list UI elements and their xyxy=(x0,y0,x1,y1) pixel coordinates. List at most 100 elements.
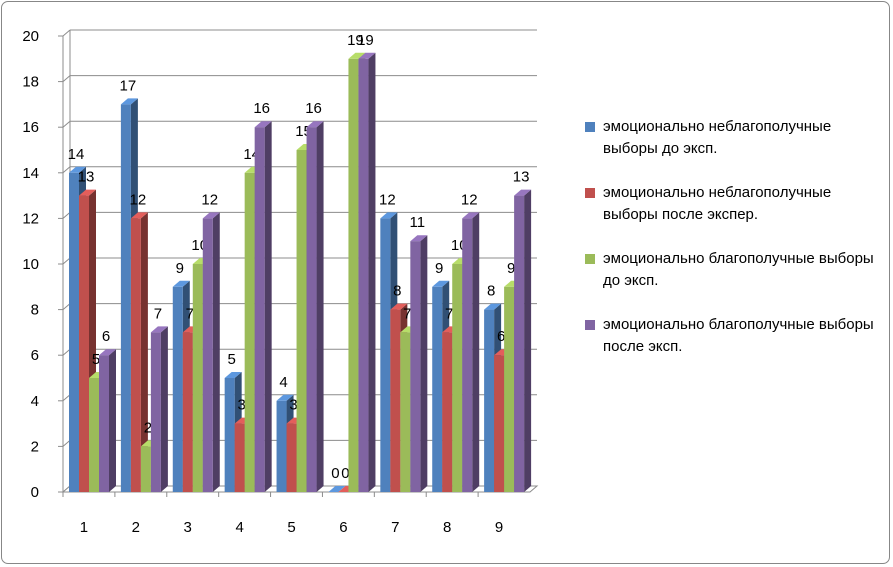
bar-top-s2-c7 xyxy=(390,303,408,310)
y-tick-label: 16 xyxy=(22,119,39,136)
legend: эмоционально неблагополучные выборы до э… xyxy=(585,116,885,380)
x-tick-label: 9 xyxy=(495,519,503,536)
data-label-s3-c9: 9 xyxy=(507,260,515,277)
bar-s2-c9 xyxy=(494,355,505,492)
bar-s2-c7 xyxy=(390,309,401,492)
data-label-s4-c8: 12 xyxy=(461,191,478,208)
bar-s1-c7 xyxy=(380,218,391,492)
bar-s1-c9 xyxy=(484,309,495,492)
bar-top-s3-c6 xyxy=(348,52,366,59)
data-label-s4-c4: 16 xyxy=(253,100,270,117)
data-label-s1-c8: 9 xyxy=(435,260,443,277)
y-tick-label: 12 xyxy=(22,210,39,227)
bar-top-s2-c2 xyxy=(130,212,148,219)
legend-item-series-2: эмоционально неблагополучные выборы посл… xyxy=(585,182,885,226)
bar-top-s1-c6 xyxy=(328,486,346,492)
x-tick-label: 4 xyxy=(235,519,243,536)
data-label-s4-c9: 13 xyxy=(513,169,530,186)
data-label-s3-c7: 7 xyxy=(403,305,411,322)
data-label-s4-c6: 19 xyxy=(357,32,374,49)
data-label-s4-c1: 6 xyxy=(102,328,110,345)
bar-s3-c9 xyxy=(504,286,515,492)
bar-side-s4-c9 xyxy=(524,189,532,492)
bar-top-s4-c2 xyxy=(150,326,168,333)
y-tick-label: 4 xyxy=(31,393,39,410)
data-label-s2-c5: 3 xyxy=(289,397,297,414)
bar-s4-c9 xyxy=(514,195,525,492)
data-label-s2-c1: 13 xyxy=(78,169,95,186)
bar-top-s4-c7 xyxy=(410,235,428,242)
bar-top-s1-c9 xyxy=(484,303,502,310)
x-tick-label: 1 xyxy=(80,519,88,536)
y-tick-label: 10 xyxy=(22,256,39,273)
bar-s3-c6 xyxy=(348,58,359,493)
x-tick-label: 5 xyxy=(287,519,295,536)
bar-top-s1-c5 xyxy=(276,394,294,401)
bar-s1-c8 xyxy=(432,286,443,492)
bar-top-s4-c5 xyxy=(306,121,324,128)
bar-top-s4-c3 xyxy=(202,212,220,219)
data-label-s2-c4: 3 xyxy=(237,397,245,414)
bar-s4-c2 xyxy=(150,332,161,492)
x-tick-label: 3 xyxy=(184,519,192,536)
bar-top-s4-c4 xyxy=(254,121,272,128)
data-label-s1-c2: 17 xyxy=(120,77,137,94)
bar-side-s4-c6 xyxy=(368,52,376,493)
y-tick-label: 2 xyxy=(31,438,39,455)
bar-s3-c7 xyxy=(400,332,411,492)
y-tick-label: 20 xyxy=(22,28,39,45)
bar-s3-c5 xyxy=(296,150,307,492)
x-tick-label: 6 xyxy=(339,519,347,536)
data-label-s1-c9: 8 xyxy=(487,283,495,300)
data-label-s4-c7: 11 xyxy=(410,214,426,231)
gridline-depth xyxy=(62,166,71,174)
bar-s2-c3 xyxy=(182,332,193,492)
legend-swatch-series-3 xyxy=(585,254,595,264)
legend-item-series-4: эмоционально благополучные выборы после … xyxy=(585,314,885,358)
legend-swatch-series-1 xyxy=(585,122,595,132)
gridline-depth xyxy=(62,348,71,356)
gridline-depth xyxy=(62,440,71,447)
x-tick-label: 8 xyxy=(443,519,451,536)
bar-s1-c4 xyxy=(224,378,235,492)
data-label-s4-c2: 7 xyxy=(154,305,162,322)
y-tick-label: 8 xyxy=(31,302,39,319)
legend-item-series-1: эмоционально неблагополучные выборы до э… xyxy=(585,116,885,160)
bar-s1-c3 xyxy=(172,286,183,492)
data-label-s4-c3: 12 xyxy=(201,191,218,208)
legend-item-series-3: эмоционально благополучные выборы до экс… xyxy=(585,248,885,292)
gridline-depth xyxy=(62,120,71,128)
bar-s4-c8 xyxy=(462,218,473,492)
gridline-depth xyxy=(62,29,71,37)
legend-label-series-3: эмоционально благополучные выборы до экс… xyxy=(603,250,874,289)
data-label-s1-c7: 12 xyxy=(379,191,396,208)
gridline-depth xyxy=(62,212,71,219)
bar-top-s4-c9 xyxy=(514,189,532,196)
bar-s1-c5 xyxy=(276,400,287,492)
data-label-s1-c6: 0 xyxy=(331,465,339,482)
data-label-s3-c2: 2 xyxy=(144,419,152,436)
gridline-depth xyxy=(62,394,71,402)
bar-s4-c5 xyxy=(306,127,317,492)
bar-s2-c8 xyxy=(442,332,453,492)
data-label-s1-c3: 9 xyxy=(176,260,184,277)
data-label-s2-c2: 12 xyxy=(130,191,147,208)
bar-s2-c4 xyxy=(234,423,245,492)
data-label-s2-c3: 7 xyxy=(186,305,194,322)
bar-s2-c1 xyxy=(79,195,89,492)
data-label-s2-c7: 8 xyxy=(393,283,401,300)
bar-side-s4-c7 xyxy=(420,235,428,492)
bar-s3-c4 xyxy=(244,172,255,493)
data-label-s2-c8: 7 xyxy=(445,305,453,322)
bar-top-s1-c4 xyxy=(224,372,242,378)
data-label-s2-c6: 0 xyxy=(341,465,349,482)
y-tick-label: 6 xyxy=(31,347,39,364)
x-tick-label: 2 xyxy=(132,519,140,536)
bar-s3-c1 xyxy=(89,378,99,492)
bar-top-s4-c1 xyxy=(99,349,116,356)
bar-side-s4-c3 xyxy=(212,212,220,492)
bar-s1-c1 xyxy=(69,172,79,493)
bar-top-s4-c8 xyxy=(462,212,480,219)
x-tick-label: 7 xyxy=(391,519,399,536)
y-tick-label: 18 xyxy=(22,74,39,91)
